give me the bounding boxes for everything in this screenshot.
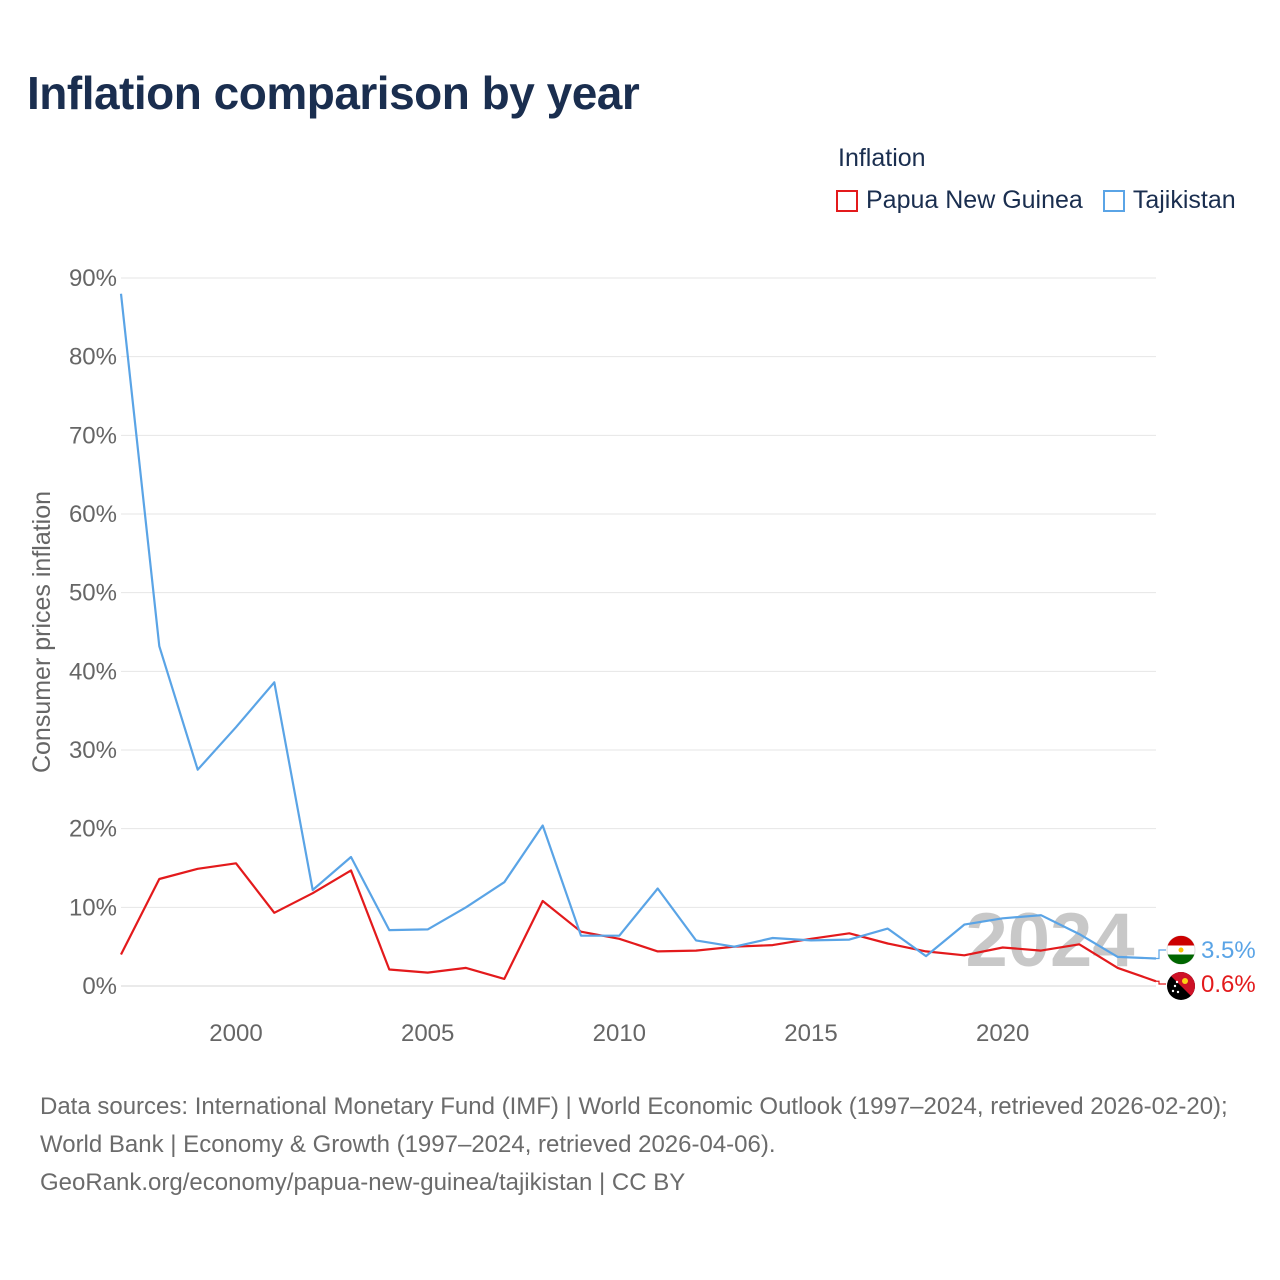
y-tick-label: 0%	[82, 973, 117, 1000]
flag-papua-new-guinea-star	[1173, 984, 1177, 988]
end-connector-tajikistan	[1156, 949, 1166, 960]
end-label-tajikistan: 3.5%	[1201, 937, 1256, 964]
flag-tajikistan-red-band	[1167, 935, 1195, 946]
y-tick-label: 90%	[69, 265, 117, 292]
x-tick-label: 2020	[976, 1020, 1029, 1047]
series-line-tajikistan	[119, 293, 1157, 960]
legend-item-tajikistan[interactable]: Tajikistan	[1102, 186, 1236, 215]
line-chart: 0% 10% 20% 30% 40% 50% 60% 70% 80% 90% 2000 2005 201…	[28, 265, 1256, 1047]
legend-swatch-papua-new-guinea	[836, 189, 858, 212]
y-tick-label: 30%	[69, 737, 117, 764]
flag-papua-new-guinea-star	[1176, 990, 1180, 994]
y-tick-label: 20%	[69, 816, 117, 843]
flag-tajikistan-green-band	[1167, 954, 1195, 965]
y-tick-label: 50%	[69, 580, 117, 607]
y-tick-label: 70%	[69, 422, 117, 449]
flag-papua-new-guinea-red-half	[1171, 972, 1195, 996]
flag-papua-new-guinea-bird	[1182, 978, 1188, 984]
flag-papua-new-guinea-star	[1171, 989, 1175, 993]
y-tick-label: 40%	[69, 658, 117, 685]
year-watermark: 2024	[965, 898, 1134, 983]
y-tick-label: 10%	[69, 894, 117, 921]
legend-swatch-tajikistan	[1102, 189, 1125, 212]
source-line-1: Data sources: International Monetary Fun…	[40, 1093, 1235, 1158]
x-tick-label: 2010	[593, 1020, 646, 1047]
legend-title: Inflation	[838, 144, 926, 172]
chart-title: Inflation comparison by year	[27, 67, 640, 119]
y-tick-label: 60%	[69, 501, 117, 528]
legend: Papua New Guinea Tajikistan	[836, 186, 1256, 215]
legend-item-papua-new-guinea[interactable]: Papua New Guinea	[836, 186, 1083, 215]
data-source-note: Data sources: International Monetary Fun…	[40, 1088, 1250, 1202]
legend-label-tajikistan: Tajikistan	[1132, 186, 1236, 214]
x-tick-label: 2005	[401, 1020, 454, 1047]
x-tick-label: 2000	[209, 1020, 262, 1047]
flag-tajikistan-crown	[1178, 947, 1184, 953]
y-axis-label: Consumer prices inflation	[28, 491, 56, 773]
y-tick-label: 80%	[69, 344, 117, 371]
source-line-2: GeoRank.org/economy/papua-new-guinea/taj…	[40, 1169, 686, 1196]
flag-papua-new-guinea-star	[1175, 980, 1179, 984]
legend-label-papua-new-guinea: Papua New Guinea	[866, 186, 1083, 214]
end-label-papua-new-guinea: 0.6%	[1201, 971, 1256, 998]
x-tick-label: 2015	[784, 1020, 837, 1047]
series-line-papua-new-guinea	[120, 862, 1157, 983]
end-connector-papua-new-guinea	[1156, 980, 1166, 985]
